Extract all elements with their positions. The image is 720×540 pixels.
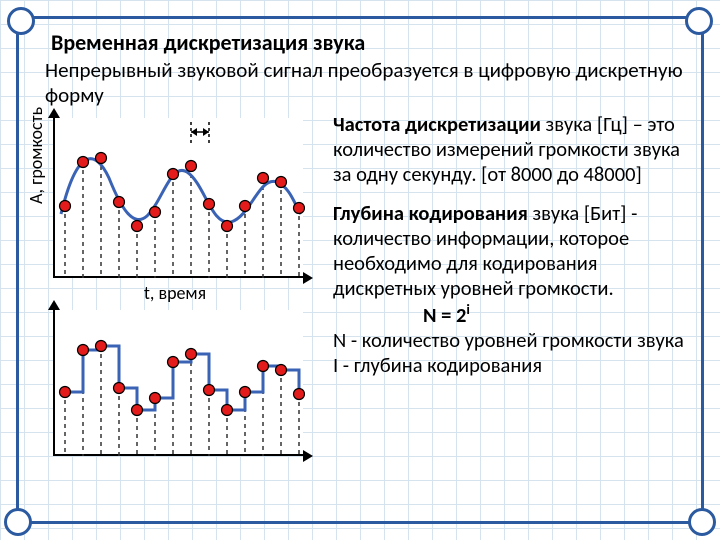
depth-heading: Глубина кодирования [333,200,528,226]
y-axis-label: A, громкость [25,107,47,204]
legend-n: N - количество уровней громкости звука [333,327,684,353]
slide-frame: Временная дискретизация звука Непрерывны… [16,16,704,524]
charts-column: A, громкость t, время [31,112,319,456]
formula: N = 2i [423,302,470,328]
depth-paragraph: Глубина кодирования звука [Бит] - количе… [333,201,689,378]
discrete-signal-chart [53,310,303,456]
slide-subtitle: Непрерывный звуковой сигнал преобразуетс… [45,58,689,108]
freq-heading: Частота дискретизации [333,111,541,137]
content-row: A, громкость t, время Частота дискретиза… [31,112,689,456]
freq-paragraph: Частота дискретизации звука [Гц] – это к… [333,112,689,187]
analog-signal-chart [53,118,303,278]
legend-i: I - глубина кодирования [333,352,542,378]
slide-title: Временная дискретизация звука [51,29,689,56]
x-axis-label: t, время [31,282,319,304]
chart-1-wrapper: A, громкость t, время [31,118,319,304]
text-column: Частота дискретизации звука [Гц] – это к… [319,112,689,456]
